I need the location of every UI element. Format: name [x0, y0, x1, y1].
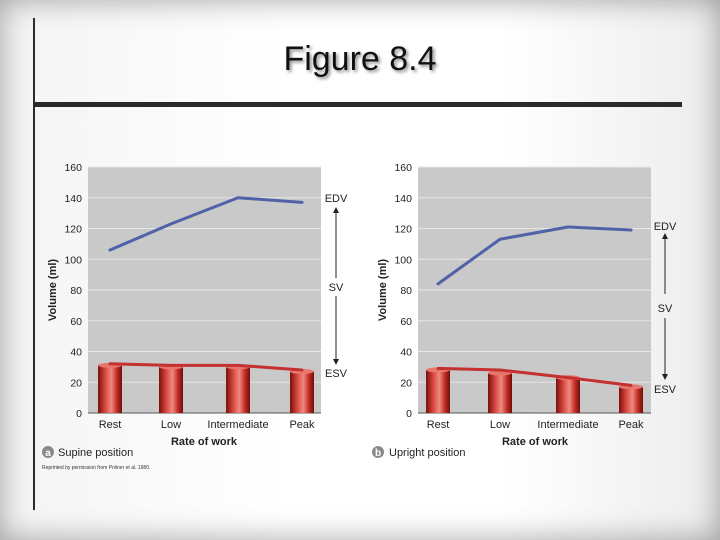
y-tick-label: 160 [394, 162, 412, 174]
page-title: Figure 8.4 [283, 40, 437, 78]
annotation-sv-a: SV [329, 282, 344, 294]
y-tick-label: 40 [400, 347, 412, 359]
y-tick-label: 140 [394, 193, 412, 205]
series-line-edv [436, 225, 633, 286]
x-axis-label-b: Rate of work [502, 436, 569, 448]
y-tick-label: 120 [394, 224, 412, 236]
y-tick-label: 120 [64, 224, 82, 236]
bar-rest [426, 369, 450, 413]
x-ticks-a: Rest Low Intermediate Peak [99, 419, 315, 431]
y-tick-label: 60 [70, 316, 82, 328]
x-tick-label: Rest [99, 419, 122, 431]
bar-intermediate [556, 377, 580, 413]
bar-rest [98, 365, 122, 413]
left-rule [33, 18, 35, 510]
bars-a [98, 362, 314, 413]
grid-a [88, 166, 321, 414]
annotation-sv-b: SV [658, 303, 673, 315]
bar-low [159, 366, 183, 413]
x-tick-label: Rest [427, 419, 450, 431]
lines-b [436, 225, 633, 387]
annotation-edv-a: EDV [325, 193, 348, 205]
y-tick-label: 20 [400, 377, 412, 389]
annotation-esv-a: ESV [325, 368, 348, 380]
caption-a: Supine position [58, 447, 133, 459]
y-ticks-a: 0 20 40 60 80 100 120 140 160 [64, 162, 82, 420]
annotation-esv-b: ESV [654, 384, 677, 396]
y-tick-label: 80 [70, 285, 82, 297]
annotation-edv-b: EDV [654, 221, 677, 233]
x-axis-label-a: Rate of work [171, 436, 238, 448]
panel-badge-a [42, 446, 54, 458]
x-tick-label: Intermediate [537, 419, 598, 431]
bar-peak [619, 386, 643, 413]
y-axis-label-b: Volume (ml) [377, 259, 389, 321]
panel-letter-b: b [375, 448, 381, 459]
x-tick-label: Low [161, 419, 181, 431]
y-tick-label: 40 [70, 347, 82, 359]
x-tick-label: Peak [618, 419, 644, 431]
panel-badge-b [372, 446, 384, 458]
grid-b [418, 166, 651, 414]
y-tick-label: 100 [64, 254, 82, 266]
credit-text: Reprinted by permission from Poliner et … [42, 465, 150, 471]
x-ticks-b: Rest Low Intermediate Peak [427, 419, 644, 431]
y-axis-label-a: Volume (ml) [47, 259, 59, 321]
series-line-edv [108, 196, 304, 252]
lines-a [108, 196, 304, 372]
y-ticks-b: 0 20 40 60 80 100 120 140 160 [394, 162, 412, 420]
y-tick-label: 20 [70, 377, 82, 389]
bar-intermediate [226, 366, 250, 413]
series-line-esv [436, 366, 633, 387]
y-tick-label: 0 [76, 408, 82, 420]
panel-letter-a: a [45, 448, 51, 459]
series-line-esv [108, 362, 304, 372]
bars-b [426, 367, 643, 413]
y-tick-label: 100 [394, 254, 412, 266]
y-tick-label: 160 [64, 162, 82, 174]
caption-b: Upright position [389, 447, 465, 459]
x-tick-label: Peak [289, 419, 315, 431]
panel-b-upright: 0 20 40 60 80 100 120 140 160 Rest Low Intermediat… [372, 162, 677, 459]
y-tick-label: 80 [400, 285, 412, 297]
panel-a-supine: 0 20 40 60 80 100 120 140 160 Rest Low Intermediat… [42, 162, 348, 471]
x-tick-label: Intermediate [207, 419, 268, 431]
bar-peak [290, 371, 314, 413]
bar-low [488, 373, 512, 413]
title-rule [33, 102, 682, 107]
y-tick-label: 140 [64, 193, 82, 205]
y-tick-label: 60 [400, 316, 412, 328]
x-tick-label: Low [490, 419, 510, 431]
y-tick-label: 0 [406, 408, 412, 420]
